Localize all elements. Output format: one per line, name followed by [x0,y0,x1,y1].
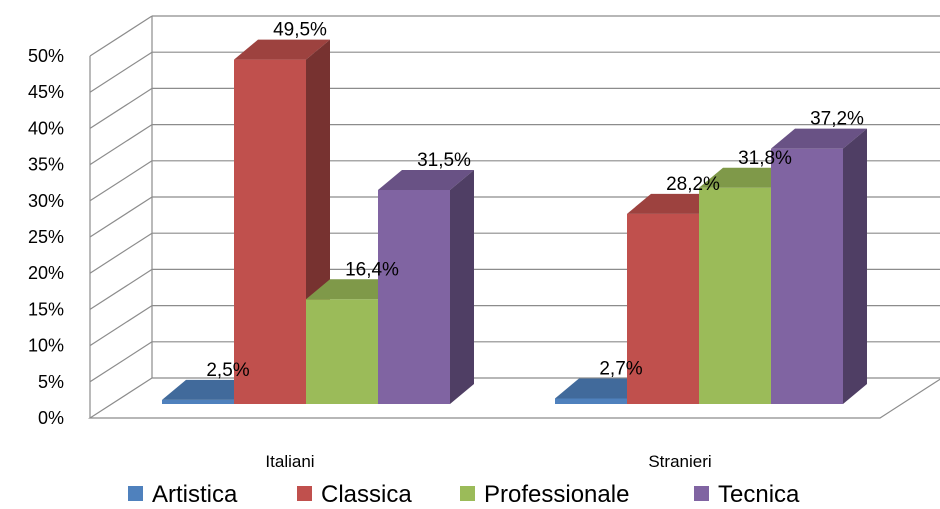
bar-front [771,148,843,404]
legend-label: Tecnica [718,481,800,508]
legend-swatch [694,486,709,501]
bar-classica-italiani [234,39,330,405]
legend-label: Classica [321,481,412,508]
bar-top [378,169,474,190]
x-category-label: Stranieri [648,452,711,471]
side-gridline [89,232,153,274]
bar-front [162,399,234,404]
side-gridline [89,305,153,347]
data-label: 31,8% [738,148,792,169]
data-label: 28,2% [666,174,720,195]
y-tick-label: 25% [28,227,64,247]
bar-front [306,299,378,404]
legend-item-artistica: Artistica [128,481,238,508]
bar-tecnica-stranieri [771,128,867,404]
data-label: 2,7% [599,358,642,379]
legend-label: Artistica [152,481,238,508]
bar-top [234,39,330,60]
legend-item-tecnica: Tecnica [694,481,800,508]
side-gridline [89,87,153,129]
legend-swatch [460,486,475,501]
y-tick-label: 5% [38,372,64,392]
chart-bars [162,39,867,405]
y-tick-label: 10% [28,336,64,356]
bar-side [843,128,867,404]
y-tick-label: 0% [38,408,64,428]
legend-swatch [128,486,143,501]
y-tick-label: 15% [28,299,64,319]
data-label: 16,4% [345,259,399,280]
y-tick-label: 50% [28,46,64,66]
side-gridline [89,196,153,238]
legend-item-classica: Classica [297,481,412,508]
y-axis: 0% 5% 10% 15% 20% 25% 30% 35% 40% 45% 50% [28,46,64,428]
bar-top [771,128,867,149]
data-label: 37,2% [810,109,864,130]
bar-front [555,398,627,404]
bar-front [378,189,450,404]
floor [87,377,940,419]
bar-tecnica-italiani [378,169,474,404]
bar-side [450,169,474,404]
y-tick-label: 20% [28,263,64,283]
side-gridline [89,124,153,166]
side-gridline [89,268,153,310]
data-labels: 2,5% 49,5% 16,4% 31,5% 2,7% 28,2% 31,8% 37,2% [206,20,864,381]
y-tick-label: 30% [28,191,64,211]
y-tick-label: 40% [28,118,64,138]
x-category-label: Italiani [265,452,314,471]
legend-label: Professionale [484,481,629,508]
bar-front [627,213,699,404]
legend-swatch [297,486,312,501]
y-tick-label: 45% [28,82,64,102]
data-label: 31,5% [417,150,471,171]
bar-front [699,187,771,404]
data-label: 49,5% [273,20,327,41]
side-gridline [89,51,153,93]
side-gridline [89,160,153,202]
legend: Artistica Classica Professionale Tecnica [128,481,800,508]
side-gridline [89,15,153,57]
side-gridline [89,341,153,383]
data-label: 2,5% [206,360,249,381]
bar-front [234,59,306,405]
y-tick-label: 35% [28,155,64,175]
legend-item-professionale: Professionale [460,481,629,508]
x-axis: Italiani Stranieri [265,452,711,471]
